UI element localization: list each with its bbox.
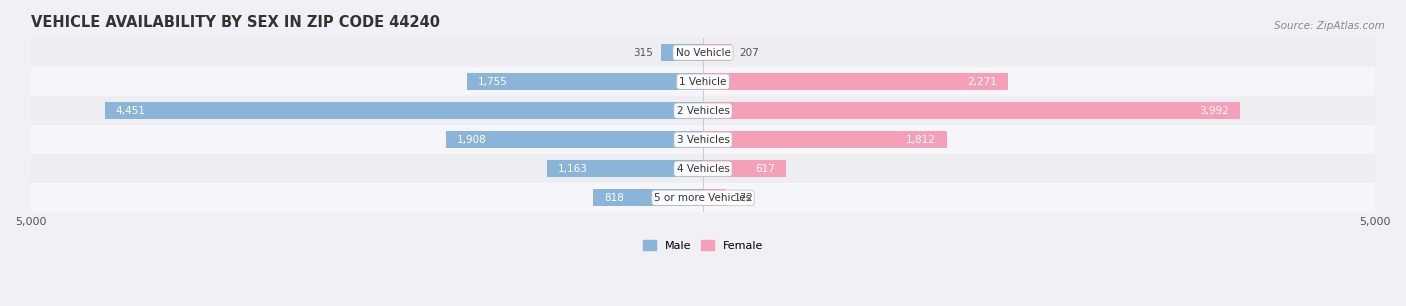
Bar xyxy=(31,67,1375,96)
Text: 5 or more Vehicles: 5 or more Vehicles xyxy=(654,193,752,203)
Bar xyxy=(703,44,731,61)
Bar xyxy=(703,160,786,177)
Text: 1 Vehicle: 1 Vehicle xyxy=(679,76,727,87)
Text: No Vehicle: No Vehicle xyxy=(675,48,731,58)
Text: VEHICLE AVAILABILITY BY SEX IN ZIP CODE 44240: VEHICLE AVAILABILITY BY SEX IN ZIP CODE … xyxy=(31,15,440,30)
Bar xyxy=(31,154,1375,183)
Text: 2,271: 2,271 xyxy=(967,76,998,87)
Text: 4 Vehicles: 4 Vehicles xyxy=(676,164,730,174)
Text: 617: 617 xyxy=(755,164,775,174)
Bar xyxy=(104,102,703,119)
Bar xyxy=(661,44,703,61)
Text: 1,812: 1,812 xyxy=(905,135,936,145)
Bar xyxy=(703,131,946,148)
Text: 315: 315 xyxy=(633,48,652,58)
Text: 4,451: 4,451 xyxy=(115,106,145,116)
Text: 2 Vehicles: 2 Vehicles xyxy=(676,106,730,116)
Bar xyxy=(593,189,703,207)
Bar xyxy=(31,38,1375,67)
Bar xyxy=(31,96,1375,125)
Bar xyxy=(31,125,1375,154)
Bar xyxy=(547,160,703,177)
Text: 1,755: 1,755 xyxy=(478,76,508,87)
Bar xyxy=(703,189,725,207)
Bar xyxy=(467,73,703,90)
Bar xyxy=(447,131,703,148)
Bar xyxy=(31,183,1375,212)
Bar xyxy=(703,73,1008,90)
Bar xyxy=(703,102,1240,119)
Legend: Male, Female: Male, Female xyxy=(638,236,768,256)
Text: 3 Vehicles: 3 Vehicles xyxy=(676,135,730,145)
Text: 1,908: 1,908 xyxy=(457,135,486,145)
Text: 1,163: 1,163 xyxy=(557,164,588,174)
Text: 818: 818 xyxy=(603,193,624,203)
Text: Source: ZipAtlas.com: Source: ZipAtlas.com xyxy=(1274,21,1385,32)
Text: 3,992: 3,992 xyxy=(1199,106,1229,116)
Text: 172: 172 xyxy=(734,193,754,203)
Text: 207: 207 xyxy=(740,48,759,58)
